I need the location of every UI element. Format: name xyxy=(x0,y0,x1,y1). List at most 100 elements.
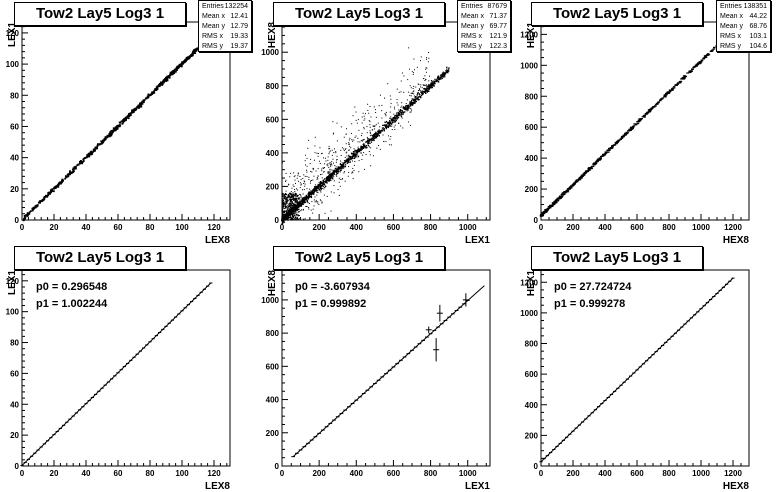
scatter-point xyxy=(367,103,369,105)
scatter-point xyxy=(614,141,618,144)
scatter-point xyxy=(137,107,140,109)
scatter-point xyxy=(33,207,36,210)
scatter-point xyxy=(327,171,329,173)
scatter-point xyxy=(56,184,59,187)
scatter-point xyxy=(297,201,299,203)
scatter-point xyxy=(307,147,309,149)
scatter-point xyxy=(590,166,593,168)
scatter-point xyxy=(296,217,299,220)
scatter-point xyxy=(352,155,354,157)
scatter-point xyxy=(315,187,317,189)
scatter-point xyxy=(325,179,327,181)
scatter-point xyxy=(363,152,365,154)
scatter-point xyxy=(554,200,557,202)
scatter-point xyxy=(300,194,302,196)
scatter-point xyxy=(286,196,288,199)
scatter-point xyxy=(336,168,339,170)
scatter-point xyxy=(421,87,423,89)
scatter-point xyxy=(304,175,306,177)
scatter-point xyxy=(293,204,295,206)
scatter-point xyxy=(335,166,337,168)
scatter-point xyxy=(147,93,150,96)
scatter-point xyxy=(294,175,296,177)
scatter-point xyxy=(288,195,291,198)
scatter-point xyxy=(119,121,122,124)
scatter-point xyxy=(313,199,315,201)
scatter-point xyxy=(668,89,672,91)
scatter-point xyxy=(299,176,301,178)
scatter-point xyxy=(436,78,438,80)
scatter-point xyxy=(345,143,347,145)
scatter-point xyxy=(319,160,321,162)
scatter-point xyxy=(295,198,297,200)
scatter-point xyxy=(418,90,420,92)
scatter-point xyxy=(415,86,417,88)
scatter-point xyxy=(285,172,287,174)
scatter-point xyxy=(122,121,125,124)
scatter-point xyxy=(143,99,145,102)
scatter-point xyxy=(323,171,325,173)
scatter-point xyxy=(443,73,446,75)
x-tick-label: 80 xyxy=(146,223,155,232)
scatter-point xyxy=(333,176,335,178)
scatter-point xyxy=(325,177,327,179)
scatter-point xyxy=(636,122,640,125)
scatter-point xyxy=(692,66,695,69)
scatter-point xyxy=(321,152,323,154)
scatter-point xyxy=(160,83,162,86)
scatter-point xyxy=(281,209,284,212)
scatter-point xyxy=(362,147,364,149)
scatter-point xyxy=(291,219,293,221)
scatter-point xyxy=(305,169,307,171)
scatter-point xyxy=(565,189,569,192)
scatter-point xyxy=(285,190,287,192)
scatter-point xyxy=(92,149,95,152)
scatter-point xyxy=(310,209,312,211)
scatter-point xyxy=(305,164,307,166)
scatter-points xyxy=(22,27,219,222)
scatter-point xyxy=(425,84,427,86)
scatter-point xyxy=(284,196,287,198)
y-tick-label: 0 xyxy=(534,216,539,225)
scatter-point xyxy=(333,162,335,164)
scatter-point xyxy=(420,91,422,93)
scatter-point xyxy=(379,126,381,128)
scatter-point xyxy=(447,72,449,74)
scatter-point xyxy=(323,188,325,190)
scatter-point xyxy=(300,196,302,198)
scatter-point xyxy=(369,132,371,134)
scatter-point xyxy=(23,215,26,217)
scatter-point xyxy=(448,67,450,69)
scatter-point xyxy=(407,106,409,108)
scatter-point xyxy=(191,53,194,56)
scatter-point xyxy=(331,161,333,163)
scatter-point xyxy=(321,184,324,187)
scatter-point xyxy=(353,155,356,157)
scatter-point xyxy=(578,177,582,179)
scatter-point xyxy=(28,212,30,215)
stats-box: Entries 87679 Mean x 71.37 Mean y 69.77 RMS… xyxy=(457,0,511,52)
scatter-point xyxy=(296,200,298,202)
scatter-point xyxy=(384,113,386,115)
scatter-point xyxy=(433,84,435,86)
scatter-point xyxy=(388,121,390,124)
scatter-point xyxy=(381,110,383,112)
scatter-point xyxy=(405,104,407,107)
scatter-point xyxy=(73,167,76,170)
scatter-point xyxy=(368,151,370,153)
scatter-point xyxy=(442,76,444,78)
scatter-point xyxy=(363,128,365,130)
scatter-point xyxy=(390,106,392,108)
scatter-point xyxy=(99,143,102,145)
scatter-point xyxy=(281,216,283,218)
stats-row: Entries 87679 xyxy=(461,3,507,10)
scatter-point xyxy=(334,148,336,150)
scatter-point xyxy=(410,95,412,97)
scatter-point xyxy=(387,135,389,137)
scatter-point xyxy=(345,160,347,163)
stats-row: Entries 138351 xyxy=(720,3,767,10)
scatter-point xyxy=(597,158,601,160)
scatter-point xyxy=(710,50,714,52)
scatter-point xyxy=(413,98,415,101)
scatter-point xyxy=(379,130,382,132)
